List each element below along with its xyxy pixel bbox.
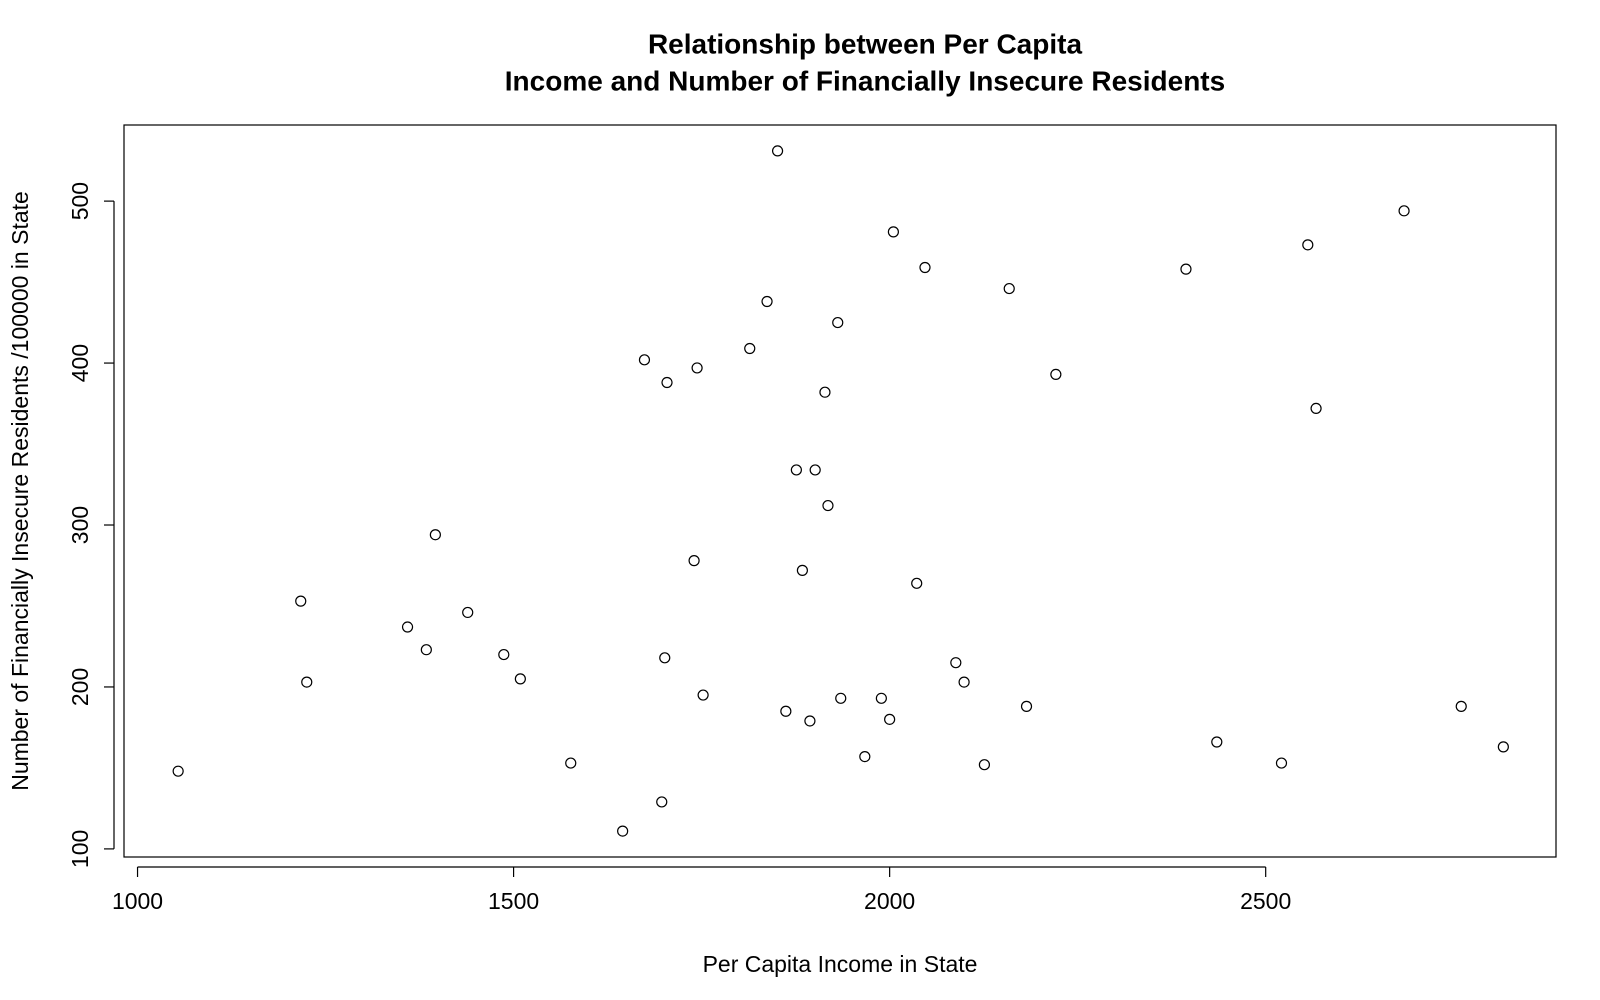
point [638,354,651,366]
point [301,676,313,688]
point [875,692,887,704]
point [887,226,899,238]
point [958,676,970,688]
point [498,648,510,661]
x-tick-label: 1000 [112,888,163,914]
x-tick-label: 1500 [488,888,539,914]
point [697,689,709,701]
chart-title: Relationship between Per Capita [648,28,1083,59]
point [819,386,831,398]
y-axis-label: Number of Financially Insecure Residents… [7,191,33,791]
point [1302,239,1314,251]
point [835,692,847,704]
point [617,825,629,837]
point [790,464,802,476]
point [978,759,991,771]
point [1398,205,1410,217]
point [780,705,792,717]
point [1275,757,1288,769]
point [771,145,784,157]
x-tick-label: 2000 [864,888,915,914]
x-axis-label: Per Capita Income in State [703,951,978,977]
point [295,595,307,607]
point [796,564,808,576]
point [1050,368,1062,380]
point [1497,741,1509,753]
point [809,464,821,476]
x-tick-label: 2500 [1240,888,1291,914]
point [661,376,673,389]
point [691,362,703,374]
point [565,757,577,769]
point [761,295,773,308]
chart-subtitle: Income and Number of Financially Insecur… [505,65,1225,96]
plot-frame [123,124,1557,858]
point [822,499,834,512]
point [911,577,923,589]
point [1310,402,1322,415]
point [1180,263,1192,275]
point [172,765,184,777]
point [1211,736,1223,748]
point [514,673,526,685]
point [744,342,756,355]
point [1003,282,1015,295]
y-tick-label: 100 [67,830,93,868]
point [429,529,441,541]
y-tick-label: 400 [67,344,93,382]
point [462,606,474,619]
point [1020,700,1033,712]
point [401,621,414,633]
point [859,750,871,763]
point [1455,700,1467,712]
y-tick-label: 300 [67,506,93,544]
point [832,316,844,329]
point [884,713,896,725]
point [919,261,931,274]
point [420,644,432,656]
point [659,652,671,664]
point [950,657,962,669]
y-tick-label: 500 [67,182,93,220]
point [656,796,668,808]
point [804,715,816,727]
point [688,555,700,567]
y-tick-label: 200 [67,668,93,706]
